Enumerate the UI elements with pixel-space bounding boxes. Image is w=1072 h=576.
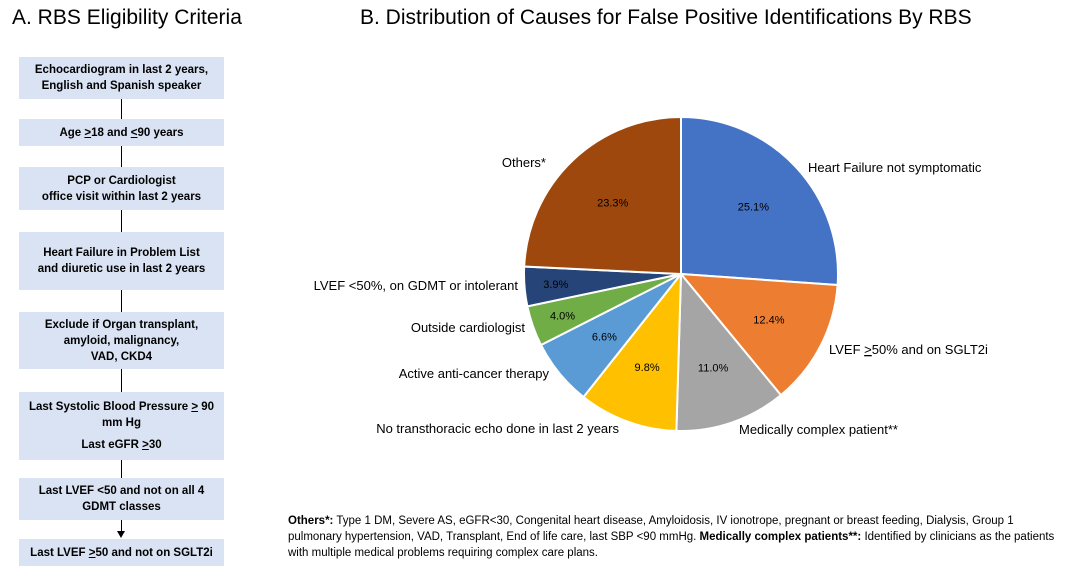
flow-connector [121, 369, 122, 392]
criteria-text: mm Hg [102, 417, 141, 429]
chart-footnote: Others*: Type 1 DM, Severe AS, eGFR<30, … [288, 513, 1063, 561]
criteria-box-age: Age >18 and <90 years [19, 119, 224, 146]
criteria-text: Heart Failure in Problem List [43, 247, 200, 259]
criteria-text: VAD, CKD4 [90, 350, 153, 363]
criteria-text: office visit within last 2 years [41, 190, 202, 203]
pie-slice [680, 115, 839, 287]
criteria-box-heart-failure: Heart Failure in Problem List and diuret… [19, 232, 224, 290]
slice-percent-label: 4.0% [550, 311, 575, 323]
slice-percent-label: 6.6% [592, 332, 617, 344]
criteria-text: amyloid, malignancy, [63, 334, 180, 347]
footnote-complex-label: Medically complex patients**: [699, 531, 862, 543]
slice-percent-label: 9.8% [635, 362, 660, 374]
flow-connector [121, 99, 122, 119]
slice-category-label: Outside cardiologist [411, 320, 526, 335]
criteria-text: and diuretic use in last 2 years [37, 263, 206, 275]
slice-percent-label: 11.0% [698, 363, 729, 375]
criteria-box-exclusions: Exclude if Organ transplant, amyloid, ma… [19, 312, 224, 369]
slice-category-label: No transthoracic echo done in last 2 yea… [376, 421, 619, 436]
footnote-others-text: Type 1 DM, Severe AS, eGFR<30, Congenita… [288, 515, 1014, 543]
pie-slice [582, 271, 683, 432]
slice-category-label: Heart Failure not symptomatic [808, 160, 982, 175]
criteria-text: Echocardiogram in last 2 years, [34, 64, 209, 76]
flow-connector [121, 520, 122, 532]
pie-slice [678, 272, 839, 397]
slice-category-label: LVEF <50%, on GDMT or intolerant [314, 278, 519, 293]
criteria-text: Last LVEF <50 and not on all 4 [38, 485, 205, 497]
criteria-box-lvef-high: Last LVEF >50 and not on SGLT2i [19, 539, 224, 566]
flow-connector [121, 146, 122, 167]
slice-percent-label: 3.9% [543, 279, 568, 291]
chart-title: B. Distribution of Causes for False Posi… [360, 6, 972, 29]
flow-arrowhead [117, 531, 125, 538]
pie-slice [675, 271, 783, 432]
flow-connector [121, 460, 122, 478]
footnote-others-label: Others*: [288, 515, 334, 527]
criteria-text: Last eGFR >30 [81, 439, 162, 451]
slice-category-label: Others* [502, 155, 546, 170]
criteria-text: Age >18 and <90 years [59, 126, 184, 139]
slice-percent-label: 25.1% [738, 202, 769, 214]
slice-percent-label: 23.3% [597, 197, 628, 209]
flow-connector [121, 290, 122, 312]
criteria-text: English and Spanish speaker [41, 80, 202, 92]
criteria-text: Last Systolic Blood Pressure > 90 [28, 401, 215, 413]
criteria-text: Exclude if Organ transplant, [44, 318, 199, 331]
pie-slice [523, 115, 682, 276]
criteria-text: GDMT classes [82, 501, 161, 513]
criteria-box-lvef-low: Last LVEF <50 and not on all 4 GDMT clas… [19, 478, 224, 520]
panel-a-title: A. RBS Eligibility Criteria [12, 6, 242, 29]
slice-category-label: Active anti-cancer therapy [399, 366, 550, 381]
flow-connector [121, 210, 122, 232]
slice-percent-label: 12.4% [753, 314, 784, 326]
criteria-text: Last LVEF >50 and not on SGLT2i [30, 546, 213, 559]
criteria-box-visit: PCP or Cardiologist office visit within … [19, 167, 224, 210]
slice-category-label: LVEF >50% and on SGLT2i [829, 342, 988, 357]
criteria-box-echo: Echocardiogram in last 2 years, English … [19, 57, 224, 99]
slice-category-label: Medically complex patient** [739, 422, 898, 437]
criteria-text: PCP or Cardiologist [67, 174, 176, 187]
footnote-complex-text: Identified by clinicians as the patients… [288, 531, 1055, 559]
criteria-box-sbp-egfr: Last Systolic Blood Pressure > 90 mm Hg … [19, 392, 224, 460]
